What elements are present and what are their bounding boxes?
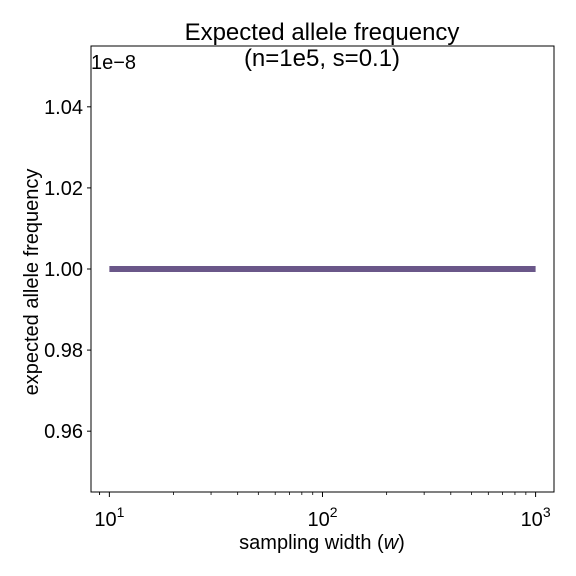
- x-tick-label: 103: [521, 504, 551, 531]
- x-axis-label-var: w: [384, 532, 400, 554]
- y-axis-label: expected allele frequency: [21, 169, 43, 396]
- x-axis: 101 102 103: [94, 492, 551, 531]
- y-tick-label: 1.02: [44, 178, 83, 200]
- y-tick-label: 1.00: [44, 259, 83, 281]
- x-tick-label: 101: [94, 504, 124, 531]
- x-tick-label-exponent: 1: [117, 504, 125, 520]
- x-tick-label-exponent: 2: [330, 504, 338, 520]
- chart-title-line2: (n=1e5, s=0.1): [244, 45, 400, 72]
- x-tick-label-exponent: 3: [543, 504, 551, 520]
- y-axis: 0.96 0.98 1.00 1.02 1.04: [44, 97, 91, 443]
- x-axis-label: sampling width (w): [239, 532, 405, 554]
- x-axis-label-prefix: sampling width (: [239, 532, 384, 554]
- chart-title-line1: Expected allele frequency: [185, 19, 460, 46]
- x-tick-label-base: 10: [307, 509, 329, 531]
- y-tick-label: 0.98: [44, 340, 83, 362]
- x-axis-label-suffix: ): [398, 532, 405, 554]
- x-tick-label-base: 10: [521, 509, 543, 531]
- x-tick-label: 102: [307, 504, 337, 531]
- y-tick-label: 0.96: [44, 421, 83, 443]
- y-tick-label: 1.04: [44, 97, 83, 119]
- y-offset-text: 1e−8: [91, 52, 136, 74]
- x-tick-label-base: 10: [94, 509, 116, 531]
